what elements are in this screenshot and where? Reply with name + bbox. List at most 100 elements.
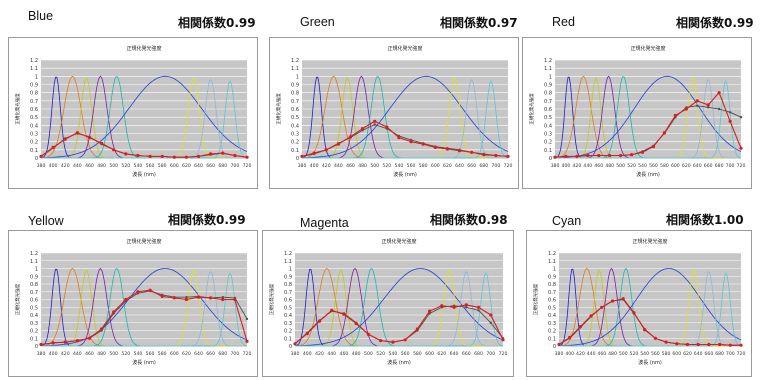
measured-spectrum-line bbox=[554, 91, 742, 158]
measured-point bbox=[695, 99, 699, 103]
measured-point bbox=[305, 332, 309, 336]
measured-point bbox=[87, 336, 92, 340]
x-tick-label: 380 bbox=[37, 163, 46, 169]
measured-point bbox=[196, 295, 201, 299]
x-tick-label: 640 bbox=[194, 163, 203, 169]
x-tick-label: 600 bbox=[170, 351, 179, 357]
x-tick-label: 500 bbox=[619, 351, 628, 357]
correlation-label: 相関係数0.99 bbox=[168, 213, 246, 227]
x-tick-label: 440 bbox=[327, 351, 336, 357]
x-tick-label: 720 bbox=[504, 163, 513, 169]
y-tick-label: 1 bbox=[553, 267, 556, 273]
x-tick-label: 480 bbox=[605, 163, 614, 169]
x-tick-label: 400 bbox=[49, 351, 58, 357]
x-tick-label: 400 bbox=[562, 163, 571, 169]
measured-point bbox=[184, 155, 188, 159]
measured-point bbox=[464, 303, 468, 307]
measured-point bbox=[324, 148, 328, 152]
x-tick-label: 420 bbox=[315, 351, 324, 357]
y-tick-label: 0.3 bbox=[544, 132, 552, 138]
x-tick-label: 380 bbox=[551, 163, 560, 169]
x-tick-label: 520 bbox=[376, 351, 385, 357]
measured-spectrum-line bbox=[558, 298, 741, 346]
x-tick-label: 600 bbox=[425, 351, 434, 357]
basis-spectrum-line bbox=[40, 75, 248, 159]
chart-title: 正規化発光強度 bbox=[126, 45, 161, 52]
y-tick-label: 0.1 bbox=[284, 336, 292, 342]
y-tick-label: 0.5 bbox=[284, 305, 292, 311]
measured-point bbox=[564, 154, 568, 158]
x-tick-label: 620 bbox=[682, 163, 691, 169]
x-tick-label: 500 bbox=[109, 163, 118, 169]
measured-point bbox=[293, 342, 297, 346]
y-tick-label: 0.5 bbox=[544, 115, 552, 121]
x-tick-label: 660 bbox=[704, 351, 713, 357]
measured-point bbox=[124, 152, 128, 156]
y-tick-label: 0 bbox=[549, 156, 552, 162]
measured-point bbox=[124, 297, 128, 302]
reference-point bbox=[489, 321, 492, 324]
measured-point bbox=[673, 113, 677, 118]
measured-point bbox=[476, 305, 481, 309]
x-tick-label: 640 bbox=[693, 163, 702, 169]
measured-point bbox=[245, 339, 249, 343]
y-tick-label: 1.2 bbox=[284, 251, 292, 257]
measured-point bbox=[589, 314, 593, 318]
measured-point bbox=[330, 308, 334, 312]
y-tick-label: 0.2 bbox=[544, 140, 552, 146]
panel-title: Yellow bbox=[28, 214, 64, 228]
basis-spectrum-line bbox=[554, 75, 742, 159]
y-tick-label: 0 bbox=[296, 156, 299, 162]
x-tick-label: 380 bbox=[37, 351, 46, 357]
reference-point bbox=[739, 116, 743, 119]
y-tick-label: 0.4 bbox=[30, 123, 38, 129]
measured-point bbox=[553, 155, 557, 159]
measured-point bbox=[684, 107, 688, 111]
measured-point bbox=[452, 305, 456, 309]
x-tick-label: 480 bbox=[608, 351, 617, 357]
reference-point bbox=[373, 123, 376, 126]
reference-point bbox=[477, 309, 480, 312]
x-tick-label: 520 bbox=[627, 163, 636, 169]
y-tick-label: 0.8 bbox=[548, 282, 556, 288]
basis-spectrum-line bbox=[40, 268, 248, 347]
y-tick-label: 0.8 bbox=[544, 91, 552, 97]
spectrum-chart: 正規化発光強度00.10.20.30.40.50.60.70.80.911.11… bbox=[14, 45, 251, 178]
x-tick-label: 440 bbox=[587, 351, 596, 357]
spectrum-chart: 正規化発光強度00.10.20.30.40.50.60.70.80.911.11… bbox=[275, 45, 513, 178]
y-tick-label: 0.1 bbox=[544, 148, 552, 154]
x-tick-label: 460 bbox=[346, 163, 355, 169]
y-tick-label: 0.3 bbox=[291, 132, 299, 138]
measured-point bbox=[640, 150, 645, 154]
x-tick-label: 720 bbox=[737, 351, 746, 357]
y-tick-label: 0.6 bbox=[30, 107, 38, 113]
y-tick-label: 0.6 bbox=[291, 107, 299, 113]
basis-spectrum-line bbox=[558, 268, 742, 347]
x-tick-label: 700 bbox=[486, 351, 495, 357]
basis-spectrum-line bbox=[555, 80, 742, 159]
x-tick-label: 560 bbox=[146, 163, 155, 169]
x-tick-label: 540 bbox=[388, 351, 397, 357]
y-tick-label: 0.1 bbox=[291, 148, 299, 154]
reference-point bbox=[728, 111, 732, 114]
spectrum-chart: 正規化発光強度00.10.20.30.40.50.60.70.80.911.11… bbox=[14, 238, 251, 366]
measured-point bbox=[336, 142, 340, 146]
y-tick-label: 0.5 bbox=[548, 305, 556, 311]
x-tick-label: 460 bbox=[597, 351, 606, 357]
x-tick-label: 500 bbox=[616, 163, 625, 169]
x-tick-label: 540 bbox=[640, 351, 649, 357]
x-tick-label: 400 bbox=[310, 163, 319, 169]
measured-point bbox=[619, 153, 623, 158]
x-tick-label: 500 bbox=[364, 351, 373, 357]
measured-point bbox=[597, 153, 601, 158]
spectrum-chart: 正規化発光強度00.10.20.30.40.50.60.70.80.911.11… bbox=[268, 238, 507, 366]
y-tick-label: 0.7 bbox=[291, 99, 299, 105]
y-tick-label: 1 bbox=[296, 74, 299, 80]
x-axis-label: 波長 (nm) bbox=[636, 171, 660, 178]
y-tick-label: 0.9 bbox=[284, 274, 292, 280]
y-axis-label: 正規化発光強度 bbox=[14, 93, 21, 125]
y-tick-label: 1.1 bbox=[284, 259, 292, 265]
correlation-label: 相関係数0.99 bbox=[676, 16, 754, 30]
y-tick-label: 1.2 bbox=[544, 58, 552, 64]
measured-point bbox=[361, 127, 365, 131]
